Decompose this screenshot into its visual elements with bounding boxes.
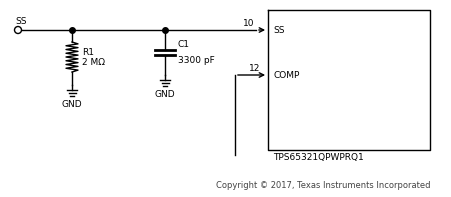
Text: COMP: COMP [273,71,299,80]
Text: TPS65321QPWPRQ1: TPS65321QPWPRQ1 [273,153,364,162]
Text: 2 MΩ: 2 MΩ [82,58,105,67]
Text: SS: SS [273,25,285,34]
Text: C1: C1 [178,40,190,49]
Text: 10: 10 [243,19,254,28]
Circle shape [14,27,22,33]
Text: GND: GND [155,90,175,99]
Text: 12: 12 [249,64,260,73]
Text: Copyright © 2017, Texas Instruments Incorporated: Copyright © 2017, Texas Instruments Inco… [216,181,430,190]
Text: GND: GND [62,100,83,109]
Text: 3300 pF: 3300 pF [178,56,215,65]
Text: SS: SS [15,17,27,26]
Text: R1: R1 [82,47,94,57]
